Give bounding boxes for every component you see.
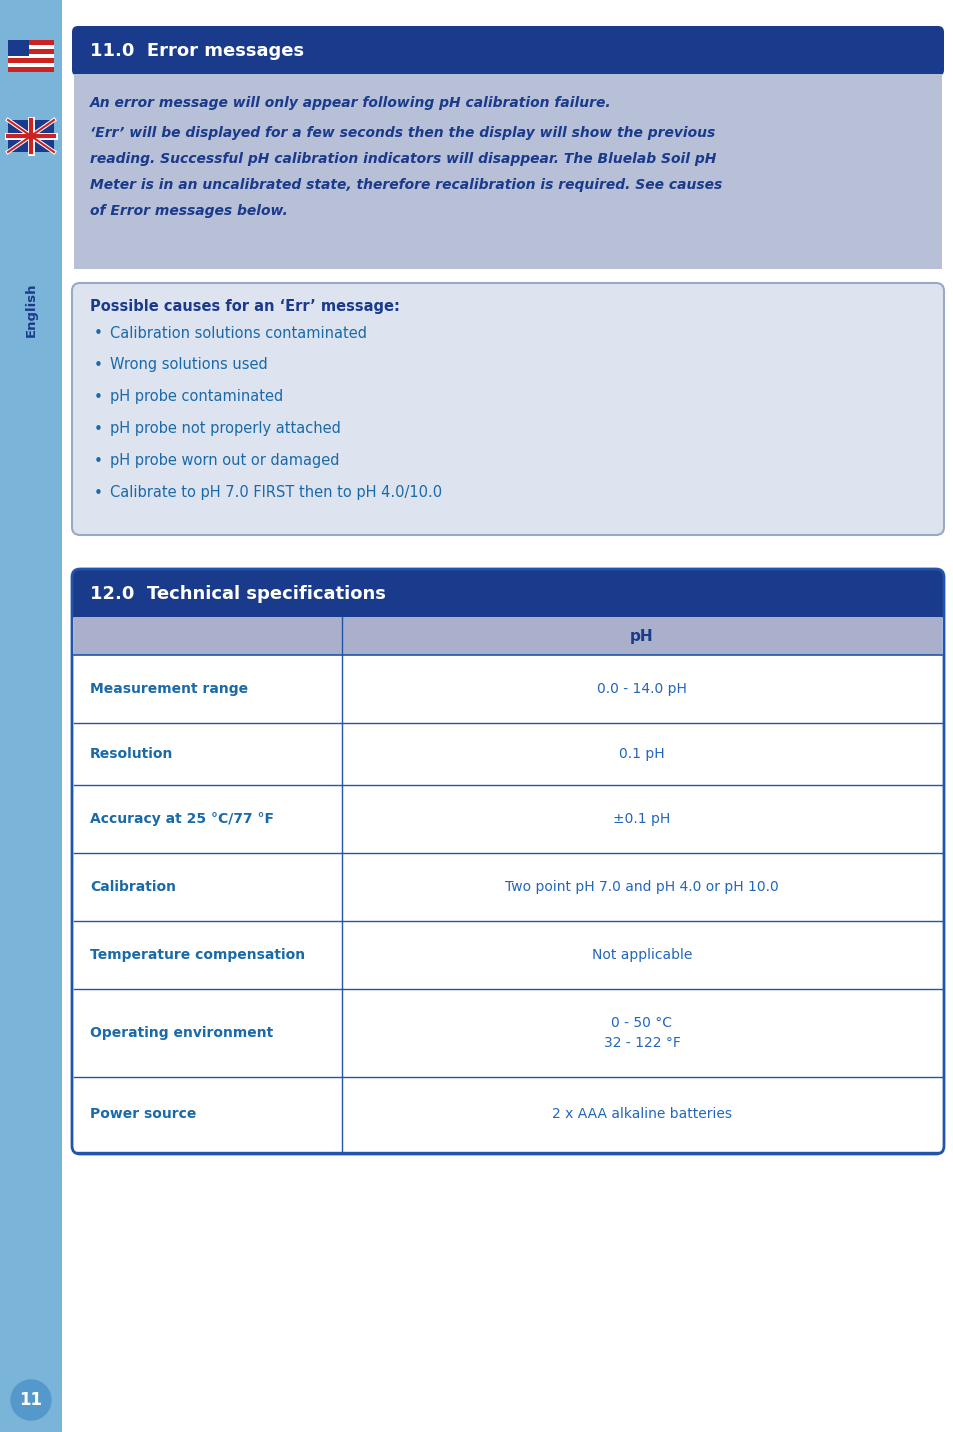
FancyBboxPatch shape xyxy=(8,59,54,63)
FancyBboxPatch shape xyxy=(8,54,54,59)
FancyBboxPatch shape xyxy=(8,44,54,49)
FancyBboxPatch shape xyxy=(74,654,941,723)
FancyBboxPatch shape xyxy=(8,40,29,56)
FancyBboxPatch shape xyxy=(74,853,941,921)
FancyBboxPatch shape xyxy=(74,74,941,269)
FancyBboxPatch shape xyxy=(74,785,941,853)
Text: ±0.1 pH: ±0.1 pH xyxy=(613,812,670,826)
Text: Meter is in an uncalibrated state, therefore recalibration is required. See caus: Meter is in an uncalibrated state, there… xyxy=(90,178,721,192)
Text: 11.0  Error messages: 11.0 Error messages xyxy=(90,42,304,60)
Text: Measurement range: Measurement range xyxy=(90,682,248,696)
Text: 0.1 pH: 0.1 pH xyxy=(618,748,664,760)
Text: Accuracy at 25 °C/77 °F: Accuracy at 25 °C/77 °F xyxy=(90,812,274,826)
Text: Wrong solutions used: Wrong solutions used xyxy=(110,358,268,372)
Text: of Error messages below.: of Error messages below. xyxy=(90,203,288,218)
FancyBboxPatch shape xyxy=(74,921,941,990)
Text: pH probe worn out or damaged: pH probe worn out or damaged xyxy=(110,454,339,468)
Circle shape xyxy=(11,1380,51,1421)
FancyBboxPatch shape xyxy=(71,569,943,619)
Text: Not applicable: Not applicable xyxy=(591,948,692,962)
FancyBboxPatch shape xyxy=(0,0,62,1432)
Text: 32 - 122 °F: 32 - 122 °F xyxy=(603,1035,679,1050)
Text: Resolution: Resolution xyxy=(90,748,173,760)
Text: pH: pH xyxy=(630,629,653,643)
Text: 0 - 50 °C: 0 - 50 °C xyxy=(611,1015,672,1030)
Text: Calibration: Calibration xyxy=(90,881,175,894)
FancyBboxPatch shape xyxy=(74,617,941,654)
Text: •: • xyxy=(94,485,103,501)
Text: Calibrate to pH 7.0 FIRST then to pH 4.0/10.0: Calibrate to pH 7.0 FIRST then to pH 4.0… xyxy=(110,485,441,501)
FancyBboxPatch shape xyxy=(8,120,54,152)
Text: reading. Successful pH calibration indicators will disappear. The Bluelab Soil p: reading. Successful pH calibration indic… xyxy=(90,152,716,166)
Text: English: English xyxy=(25,282,37,338)
FancyBboxPatch shape xyxy=(74,990,941,1077)
FancyBboxPatch shape xyxy=(8,40,54,44)
FancyBboxPatch shape xyxy=(74,723,941,785)
Text: Operating environment: Operating environment xyxy=(90,1025,273,1040)
Text: 11: 11 xyxy=(19,1390,43,1409)
Text: •: • xyxy=(94,390,103,404)
Text: pH probe contaminated: pH probe contaminated xyxy=(110,390,283,404)
Text: 2 x AAA alkaline batteries: 2 x AAA alkaline batteries xyxy=(552,1107,731,1121)
Text: •: • xyxy=(94,325,103,341)
FancyBboxPatch shape xyxy=(8,67,54,72)
Text: •: • xyxy=(94,358,103,372)
Text: •: • xyxy=(94,454,103,468)
FancyBboxPatch shape xyxy=(71,26,943,76)
Text: 12.0  Technical specifications: 12.0 Technical specifications xyxy=(90,586,385,603)
Text: Possible causes for an ‘Err’ message:: Possible causes for an ‘Err’ message: xyxy=(90,299,399,315)
Text: Calibration solutions contaminated: Calibration solutions contaminated xyxy=(110,325,367,341)
Text: Temperature compensation: Temperature compensation xyxy=(90,948,305,962)
Text: ‘Err’ will be displayed for a few seconds then the display will show the previou: ‘Err’ will be displayed for a few second… xyxy=(90,126,715,140)
FancyBboxPatch shape xyxy=(74,1077,941,1151)
Text: •: • xyxy=(94,421,103,437)
Text: 0.0 - 14.0 pH: 0.0 - 14.0 pH xyxy=(597,682,686,696)
FancyBboxPatch shape xyxy=(71,284,943,536)
FancyBboxPatch shape xyxy=(8,63,54,67)
Text: Power source: Power source xyxy=(90,1107,196,1121)
Text: An error message will only appear following pH calibration failure.: An error message will only appear follow… xyxy=(90,96,611,110)
Text: pH probe not properly attached: pH probe not properly attached xyxy=(110,421,340,437)
Text: Two point pH 7.0 and pH 4.0 or pH 10.0: Two point pH 7.0 and pH 4.0 or pH 10.0 xyxy=(504,881,778,894)
FancyBboxPatch shape xyxy=(8,49,54,54)
